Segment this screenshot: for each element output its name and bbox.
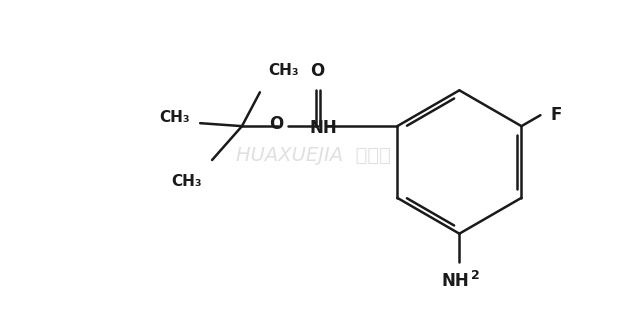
Text: HUAXUEJIA  化学加: HUAXUEJIA 化学加 — [235, 146, 391, 164]
Text: O: O — [310, 62, 325, 80]
Text: CH₃: CH₃ — [160, 110, 190, 125]
Text: CH₃: CH₃ — [172, 174, 202, 189]
Text: 2: 2 — [471, 268, 480, 282]
Text: O: O — [270, 115, 284, 133]
Text: F: F — [550, 106, 562, 124]
Text: NH: NH — [310, 119, 337, 137]
Text: CH₃: CH₃ — [268, 63, 299, 78]
Text: NH: NH — [441, 271, 470, 290]
